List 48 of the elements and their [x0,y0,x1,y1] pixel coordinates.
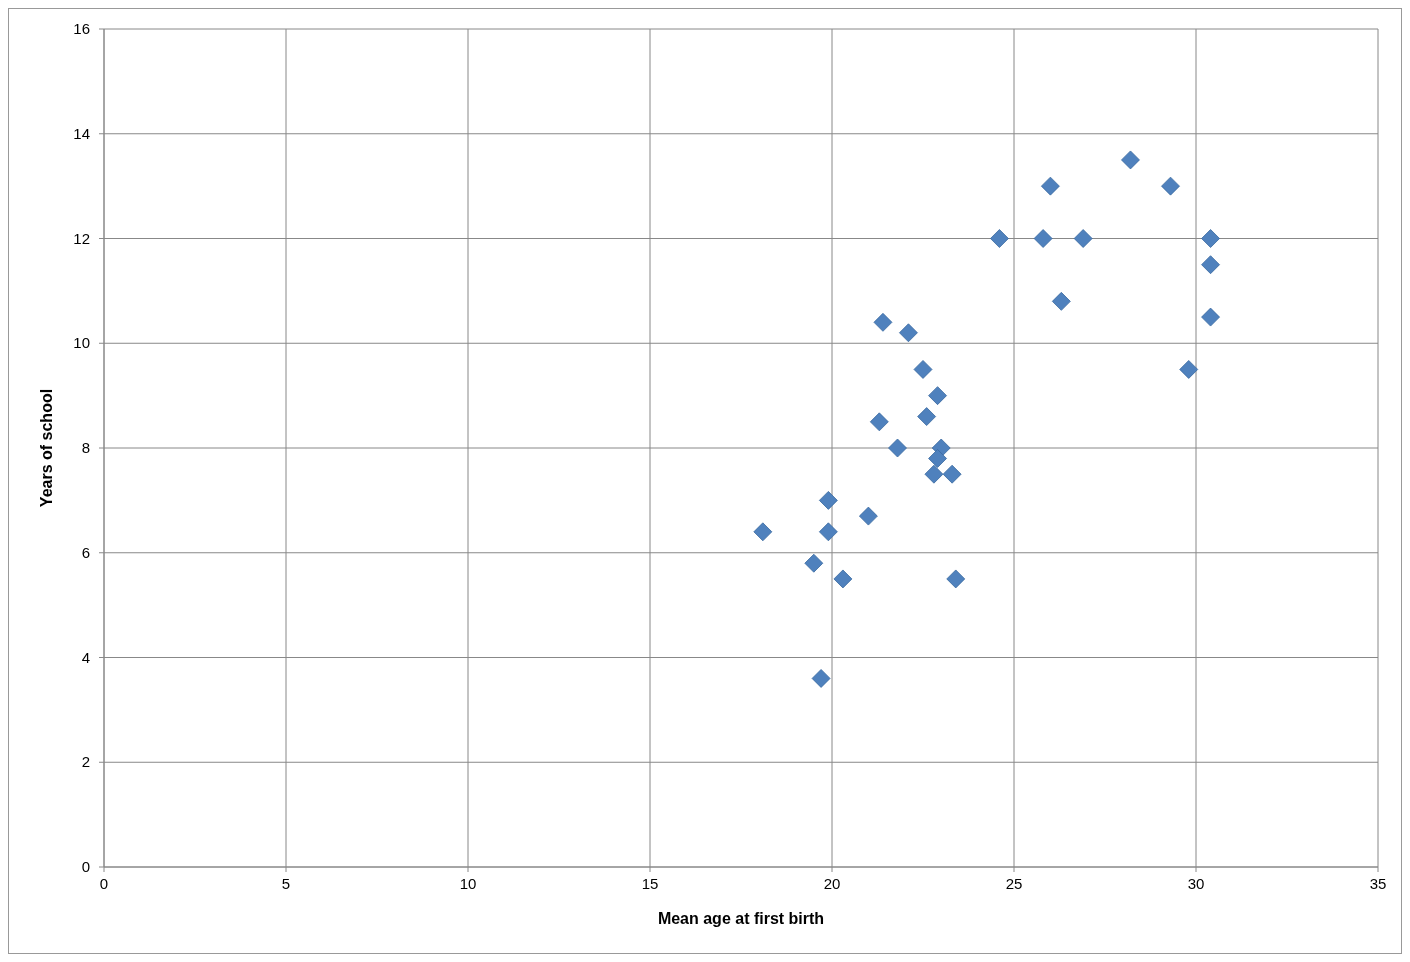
point [1121,150,1140,170]
x-tick-label: 0 [99,875,109,892]
y-tick-label: 12 [73,229,90,247]
point [859,506,878,526]
point [1179,360,1199,379]
point [990,229,1009,248]
y-tick-label: 2 [81,753,90,771]
point [913,360,933,379]
point [753,522,773,542]
point [928,449,947,468]
point [924,464,944,484]
y-tick-label: 16 [73,20,90,37]
x-tick-label: 5 [281,875,291,892]
x-tick-label: 20 [823,875,841,892]
point [869,412,889,432]
y-axis-title: Years of school [38,388,55,508]
point [811,669,831,688]
x-tick-label: 15 [641,875,659,892]
point [818,522,838,542]
y-tick-label: 8 [81,439,90,456]
point [1161,176,1180,196]
x-tick-label: 30 [1187,875,1205,892]
point [818,490,838,510]
point [873,312,893,332]
x-tick-label: 10 [459,875,477,892]
x-tick-label: 35 [1369,875,1387,892]
point [833,569,853,589]
y-tick-label: 6 [81,543,90,561]
x-axis-title: Mean age at first birth [657,910,825,927]
point [1201,229,1220,248]
point [946,569,966,589]
point [928,386,947,406]
point [917,407,937,426]
point [942,464,962,484]
point [1201,255,1220,275]
point [1033,229,1053,248]
point [899,323,918,343]
y-tick-label: 10 [73,334,90,352]
x-tick-label: 25 [1005,875,1023,892]
point [1073,229,1093,248]
point [1201,307,1220,327]
y-tick-label: 0 [81,858,90,875]
point [888,438,907,458]
y-tick-label: 14 [73,124,90,142]
point [1051,291,1071,311]
y-tick-label: 4 [81,648,90,666]
point [1041,176,1060,196]
point [804,553,824,573]
